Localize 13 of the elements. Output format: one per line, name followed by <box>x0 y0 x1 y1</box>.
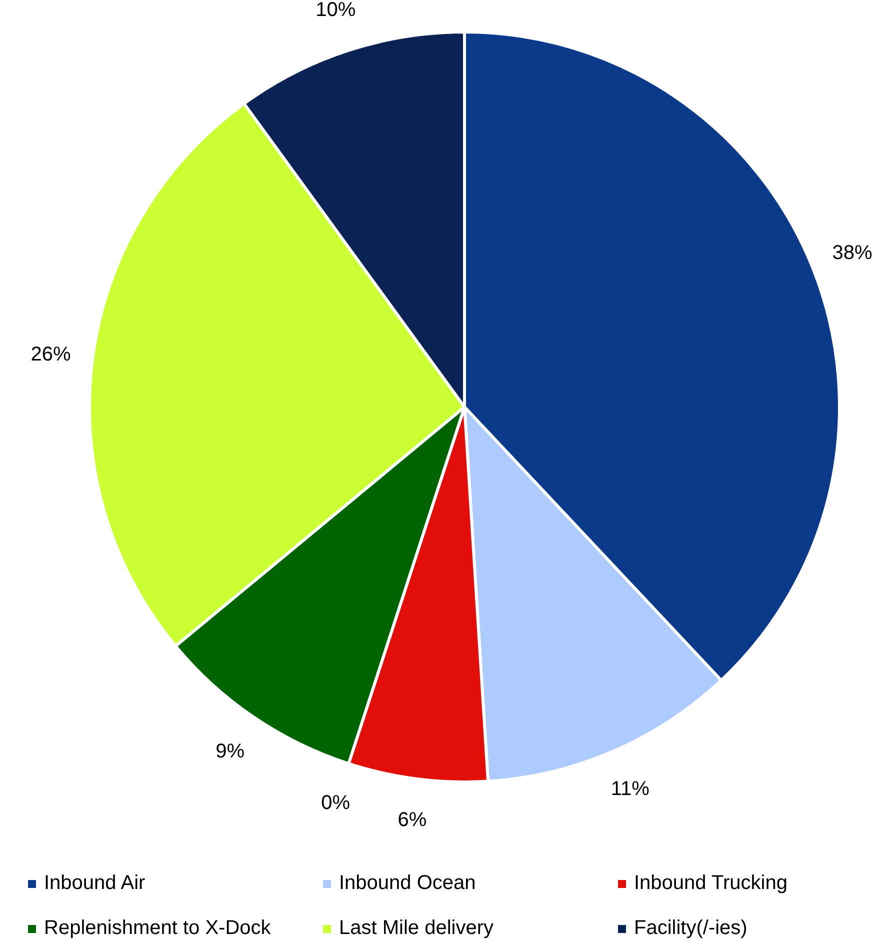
data-label: 26% <box>30 343 72 366</box>
legend-label: Last Mile delivery <box>339 917 494 940</box>
data-label: 10% <box>316 0 356 21</box>
data-label: 9% <box>216 740 245 762</box>
legend-label: Replenishment to X-Dock <box>44 917 271 940</box>
data-label: 11% <box>610 778 650 800</box>
data-label: 38% <box>832 242 872 264</box>
legend-label: Inbound Ocean <box>339 872 476 895</box>
legend-label: Inbound Air <box>44 872 146 895</box>
data-label: 6% <box>398 809 427 832</box>
text: 0% <box>321 792 350 814</box>
legend-label: Inbound Trucking <box>634 872 788 895</box>
legend-label: Facility(/-ies) <box>634 917 748 940</box>
